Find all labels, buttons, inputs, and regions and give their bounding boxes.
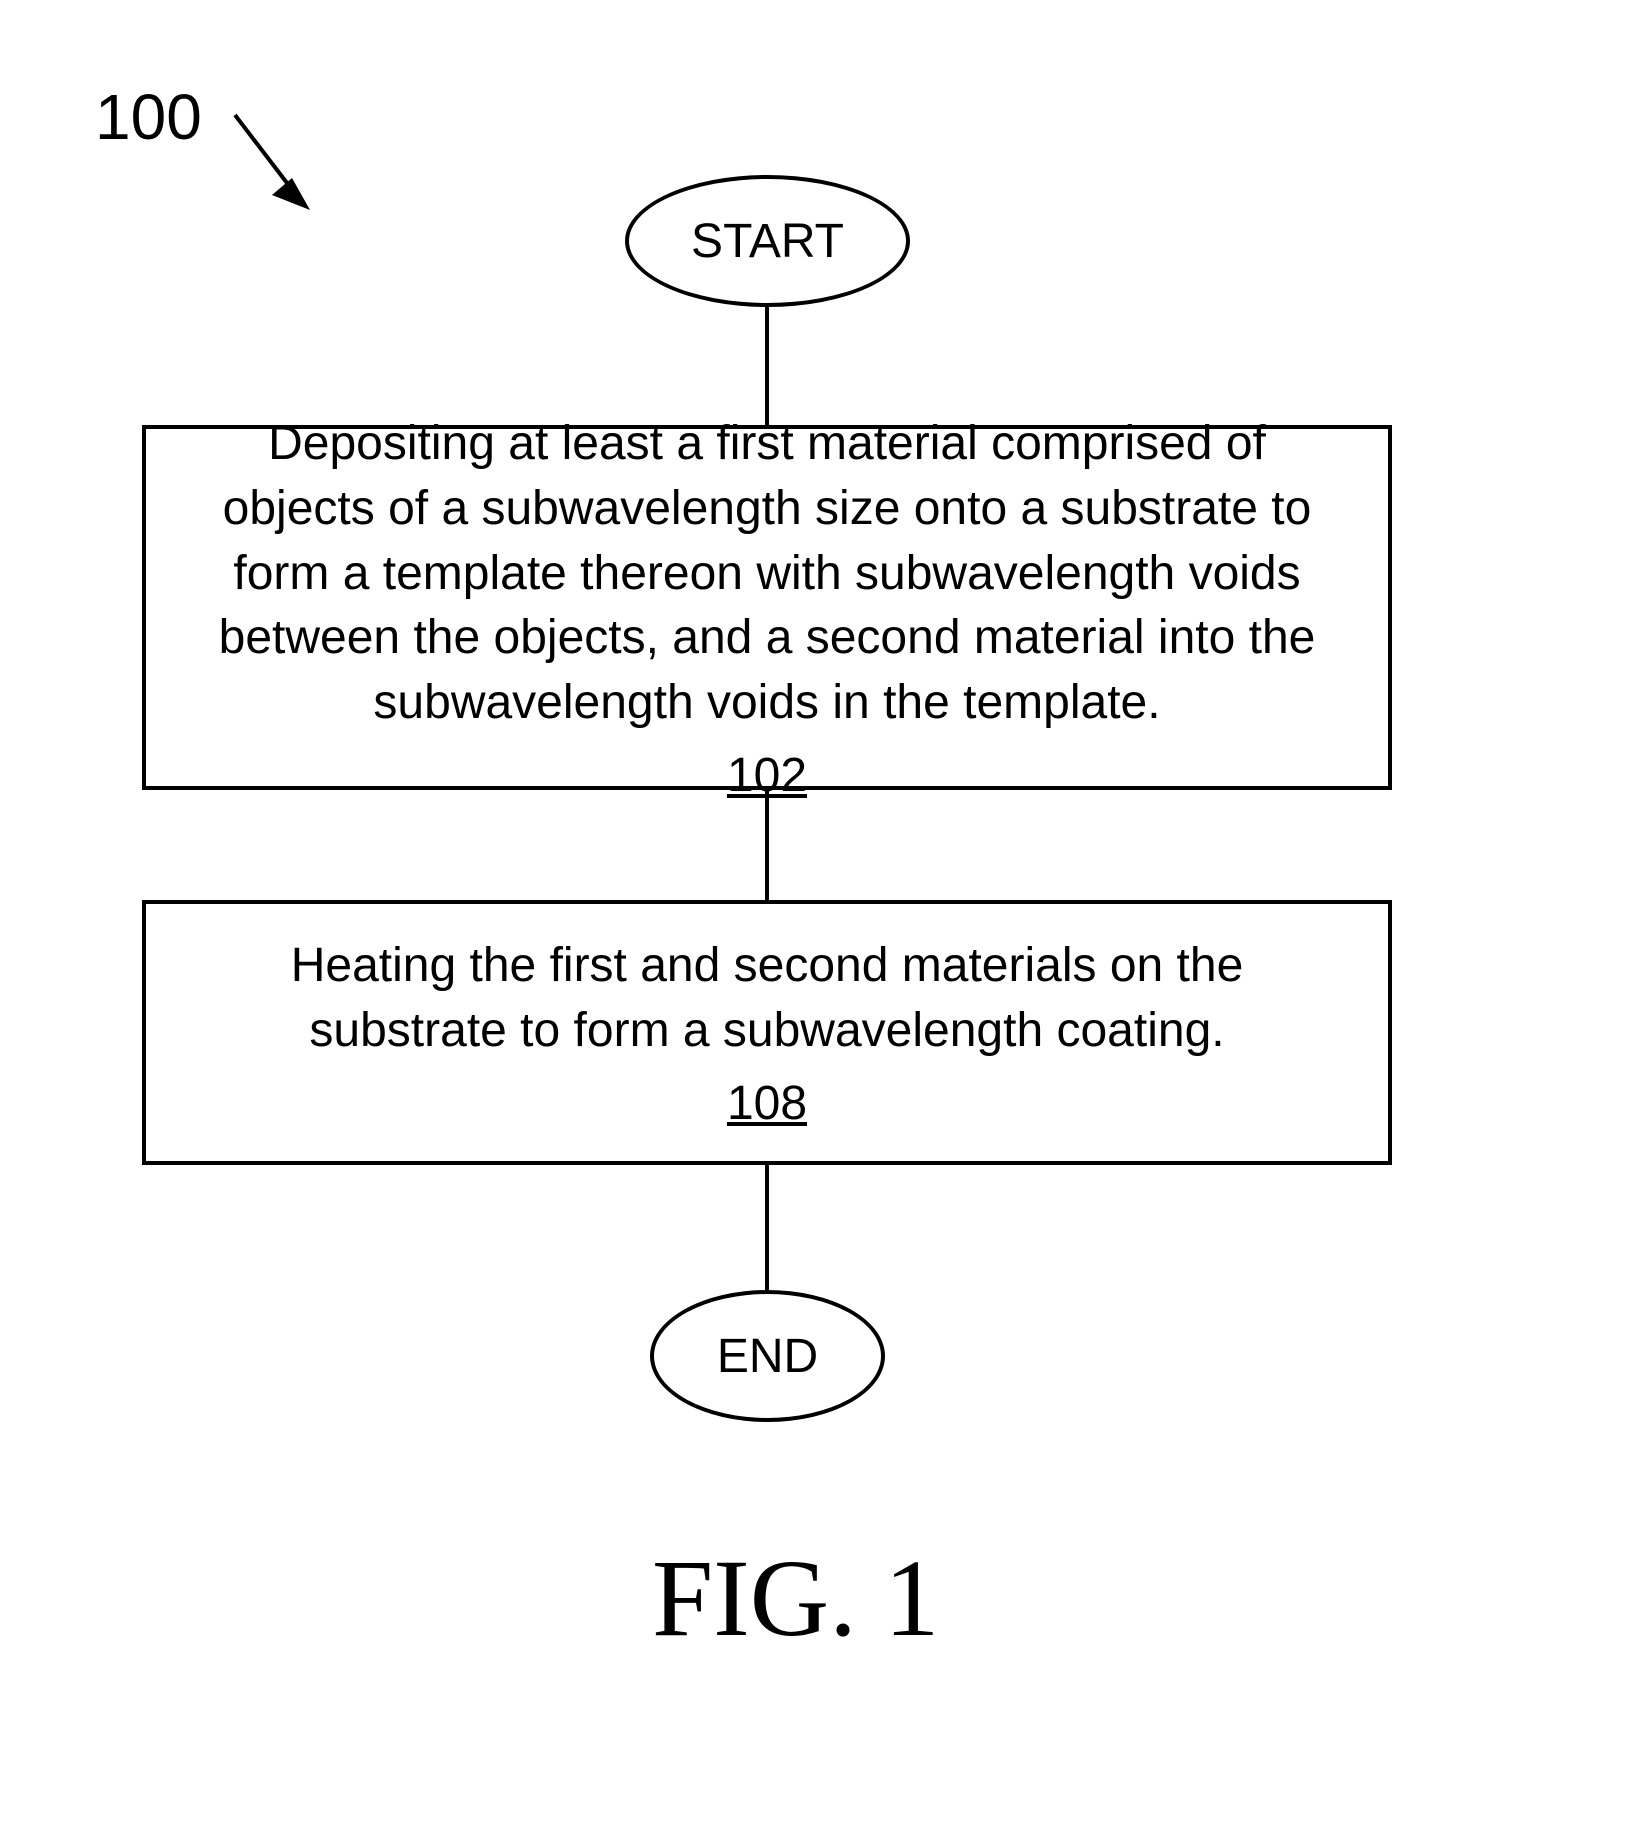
reference-arrow bbox=[0, 0, 400, 260]
edge-102-108 bbox=[765, 790, 769, 900]
edge-start-102 bbox=[765, 307, 769, 425]
step-102-text: Depositing at least a first material com… bbox=[206, 412, 1328, 736]
step-108-number: 108 bbox=[727, 1076, 807, 1131]
end-label: END bbox=[717, 1329, 818, 1384]
step-102-node: Depositing at least a first material com… bbox=[142, 425, 1392, 790]
figure-label-text: FIG. 1 bbox=[652, 1537, 939, 1659]
edge-108-end bbox=[765, 1165, 769, 1290]
start-node: START bbox=[625, 175, 910, 307]
figure-label: FIG. 1 bbox=[652, 1535, 939, 1662]
end-node: END bbox=[650, 1290, 885, 1422]
step-108-node: Heating the first and second materials o… bbox=[142, 900, 1392, 1165]
step-108-text: Heating the first and second materials o… bbox=[206, 934, 1328, 1064]
flowchart-canvas: 100 START Depositing at least a first ma… bbox=[0, 0, 1647, 1834]
start-label: START bbox=[691, 214, 844, 269]
